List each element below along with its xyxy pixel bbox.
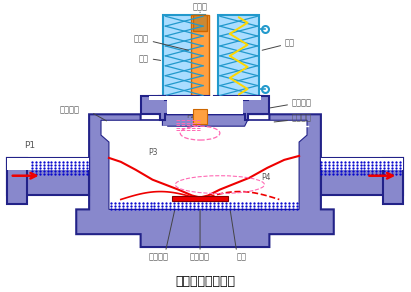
- FancyBboxPatch shape: [7, 158, 89, 170]
- Text: 弹簧: 弹簧: [284, 39, 294, 48]
- Text: P1: P1: [24, 141, 35, 150]
- Polygon shape: [101, 120, 307, 209]
- Polygon shape: [321, 158, 403, 194]
- Polygon shape: [76, 114, 334, 247]
- Text: P2: P2: [186, 111, 196, 120]
- Text: 导阀阀座: 导阀阀座: [291, 98, 311, 107]
- Text: P3: P3: [148, 148, 158, 157]
- FancyBboxPatch shape: [383, 158, 403, 204]
- FancyBboxPatch shape: [159, 105, 268, 114]
- Text: 线圈: 线圈: [139, 54, 148, 63]
- FancyBboxPatch shape: [220, 96, 256, 111]
- Text: 定铁心: 定铁心: [192, 3, 208, 12]
- FancyBboxPatch shape: [148, 96, 261, 100]
- FancyBboxPatch shape: [164, 15, 205, 96]
- Text: 动铁心: 动铁心: [134, 34, 148, 44]
- FancyBboxPatch shape: [191, 15, 209, 109]
- Polygon shape: [7, 158, 89, 194]
- FancyBboxPatch shape: [193, 109, 207, 124]
- Text: 管道联系式电磁阀: 管道联系式电磁阀: [175, 275, 235, 288]
- Text: 泄压孔道: 泄压孔道: [291, 114, 311, 123]
- FancyBboxPatch shape: [193, 15, 207, 31]
- FancyBboxPatch shape: [159, 96, 209, 114]
- Polygon shape: [141, 96, 269, 120]
- FancyBboxPatch shape: [172, 196, 228, 201]
- FancyBboxPatch shape: [7, 158, 27, 204]
- Text: 主阀阀座: 主阀阀座: [148, 253, 169, 261]
- Text: 膜片: 膜片: [237, 253, 247, 261]
- FancyBboxPatch shape: [167, 100, 242, 114]
- Text: 平衡孔道: 平衡孔道: [60, 106, 79, 115]
- FancyBboxPatch shape: [214, 96, 263, 114]
- FancyBboxPatch shape: [218, 15, 259, 96]
- FancyBboxPatch shape: [321, 158, 403, 170]
- FancyBboxPatch shape: [165, 96, 201, 111]
- Text: P4: P4: [261, 173, 271, 182]
- Text: 主阀阀芯: 主阀阀芯: [190, 253, 210, 261]
